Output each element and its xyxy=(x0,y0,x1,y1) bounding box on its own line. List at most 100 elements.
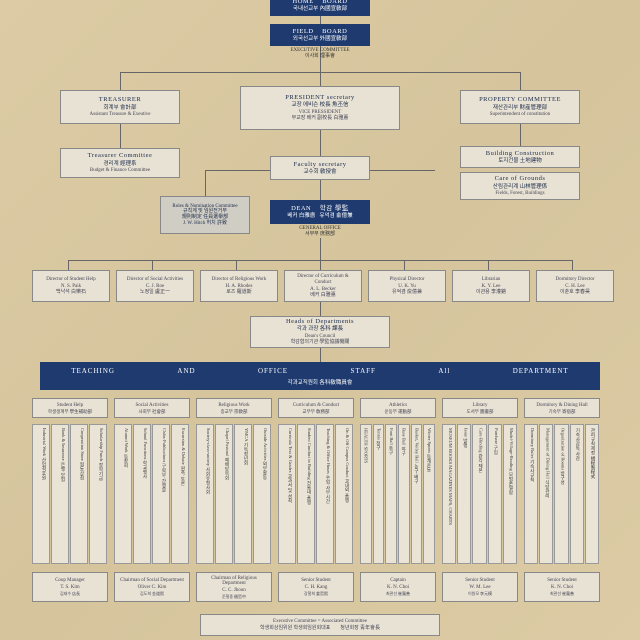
vertical-item: YMCA 기독청년회 xyxy=(234,424,252,564)
vertical-item: School Functions 학교행사 xyxy=(133,424,151,564)
treasurer: TREASURER 회계부 會計部 Assistant Treasure & E… xyxy=(60,90,180,124)
t: VICE PRESSIDENT xyxy=(245,110,395,116)
vertical-item: Scholarship Funds 장학기금 xyxy=(89,424,107,564)
vertical-item: Issue 발행 xyxy=(457,424,471,564)
t: 유억겸 兪億兼 xyxy=(320,213,353,219)
t: 학감협의기관 學監協議機關 xyxy=(255,340,385,346)
dept-head-box: Library도서부 圖書部 xyxy=(442,398,518,418)
line xyxy=(152,260,153,270)
roles-committee: Roles & Nomination Committee 규칙계 및 임원전거부… xyxy=(160,196,250,234)
line xyxy=(120,124,121,148)
t: Faculty secretary xyxy=(275,161,365,168)
vertical-item: Base Ball 야구 xyxy=(398,424,410,564)
t: 회계부 會計部 xyxy=(65,105,175,111)
t: 교수회 敎授會 xyxy=(275,169,365,175)
dean: DEAN 학감 學監 베커 白雅悳 유억겸 兪億兼 xyxy=(270,200,370,224)
t: Fields, Forest, Buildings xyxy=(465,191,575,197)
t: 각과 과장 各科 課長 xyxy=(255,326,385,332)
vertical-item: Outside Activities 외부활동 xyxy=(253,424,271,564)
vertical-item: Teaching & Office Hours 수업·사무시간 xyxy=(316,424,334,564)
bar-words: TEACHING AND OFFICE STAFF All DEPARTMENT xyxy=(40,367,600,375)
t: 국내선교부 內國宣敎部 xyxy=(274,6,366,12)
vertical-item: 관리규칙제정 規程製程式 xyxy=(585,424,599,564)
t: TEACHING xyxy=(71,367,115,375)
manager-box: Senior StudentC. H. Kang강철희 姜哲熙 xyxy=(278,572,354,602)
building: Building Construction 토지건물 土地建物 xyxy=(460,146,580,168)
vertical-item: Organization of Rooms 방구성 xyxy=(554,424,568,564)
bottom-note: Executive Committee = Associated Committ… xyxy=(200,614,440,636)
t: 산림관리계 山林管理係 xyxy=(465,184,575,190)
t: 경리계 經理系 xyxy=(65,161,175,167)
grounds: Care of Grounds 산림관리계 山林管理係 Fields, Fore… xyxy=(460,172,580,200)
line xyxy=(320,260,321,270)
director-box: LibrarianK. Y. Lee이관용 李灌鎔 xyxy=(452,270,530,302)
director-box: Director of Social ActivitiesC. J. Roe노정… xyxy=(116,270,194,302)
treasurer-committee: Treasurer Committee 경리계 經理系 Budget & Fin… xyxy=(60,148,180,178)
heads-departments: Heads of Departments 각과 과장 各科 課長 Dean's … xyxy=(250,316,390,348)
t: Treasurer Committee xyxy=(65,152,175,159)
t: PRESIDENT secretary xyxy=(245,94,395,101)
dept-head-box: Religious Work종교부 宗敎部 xyxy=(196,398,272,418)
t: 학감 學監 xyxy=(320,205,349,212)
property: PROPERTY COMMITTEE 재산관리부 財産管理部 Superinte… xyxy=(460,90,580,124)
manager-box: Chairman of Social DepartmentOliver C. K… xyxy=(114,572,190,602)
t: 교장 에비슨 校長 魚丕信 xyxy=(245,102,395,108)
t: All xyxy=(438,367,450,375)
t: Care of Grounds xyxy=(465,175,575,182)
vertical-item: Care·Binding 관리 제본 xyxy=(472,424,486,564)
director-box: Director of Curriculum & ConductA. L. Be… xyxy=(284,270,362,302)
director-box: Dormitory DirectorC. H. Lee이춘호 李春昊 xyxy=(536,270,614,302)
t: 학생회상임위원 학생회임원회대표 청년회장 靑年會長 xyxy=(205,626,435,632)
t: Budget & Finance Committee xyxy=(65,168,175,174)
t: FIELD xyxy=(293,28,314,35)
line xyxy=(236,260,237,270)
manager-box: Senior StudentW. M. Lee이원모 李元模 xyxy=(442,572,518,602)
vertical-item: Society-class-society 사회유형사회 xyxy=(196,424,214,564)
org-chart-canvas: { "colors":{"bg":"#d9c9a3","boxBg":"#e8e… xyxy=(0,0,640,640)
vertical-item: Model-Village-Reading 모범촌열람 xyxy=(503,424,517,564)
line xyxy=(488,260,489,270)
line xyxy=(320,180,321,200)
t: 베커 白雅悳 xyxy=(287,213,315,219)
line xyxy=(520,72,521,90)
field-board: FIELD BOARD 외국선교부 外國宣敎部 xyxy=(270,24,370,46)
t: 재산관리부 財産管理部 xyxy=(465,105,575,111)
vertical-item: Bank & Insurance 은행·보험 xyxy=(51,424,69,564)
vertical-item: Dormitory Rules 기숙사규칙 xyxy=(524,424,538,564)
president: PRESIDENT secretary 교장 에비슨 校長 魚丕信 VICE P… xyxy=(240,86,400,130)
line xyxy=(520,124,521,148)
t: BOARD xyxy=(322,0,347,5)
vertical-item: Student Conduct in Building 건물내 품행 xyxy=(297,424,315,564)
t: 부교장 베커 副校長 白雅悳 xyxy=(245,116,395,122)
exec-committee: EXECUTIVE COMMITTEE 이사회 理事會 xyxy=(270,48,370,59)
line xyxy=(404,260,405,270)
vertical-item: Winter Sports 동계운동 xyxy=(423,424,435,564)
vertical-item: Chapel Pastoral 예배당목회 xyxy=(215,424,233,564)
t: 토지건물 土地建物 xyxy=(465,158,575,164)
line xyxy=(320,302,321,316)
vertical-item: Foot Ball 축구 xyxy=(385,424,397,564)
t: AND xyxy=(177,367,195,375)
line xyxy=(572,260,573,270)
vertical-item: Curricula Text & Grades 교과서 및 성적 xyxy=(278,424,296,564)
t: J. W. Hitch 허치 許致 xyxy=(165,221,245,227)
line xyxy=(320,130,321,156)
dept-head-box: Dormitory & Dining Hall기숙부 寄宿部 xyxy=(524,398,600,418)
vertical-item: Tennis 정구 xyxy=(373,424,385,564)
teaching-bar: TEACHING AND OFFICE STAFF All DEPARTMENT… xyxy=(40,362,600,390)
line xyxy=(320,348,321,362)
vertical-item: Industrial Work 산업적후원 xyxy=(32,424,50,564)
t: 서무부 庶務部 xyxy=(270,232,370,238)
manager-box: Chairman of Religious DepartmentC. C. Jh… xyxy=(196,572,272,602)
t: DEAN xyxy=(291,205,311,212)
t: HOME xyxy=(293,0,314,5)
t: Building Construction xyxy=(465,150,575,157)
t: DEPARTMENT xyxy=(513,367,569,375)
vertical-item: On & Off Campus Conduct 교내외 품행 xyxy=(335,424,353,564)
dept-head-box: Athletics운동부 運動部 xyxy=(360,398,436,418)
vertical-item: MUSEUM BOOKS MAGAZINES MAPS, CHARTS xyxy=(442,424,456,564)
vertical-item: Cooperation Store 협동상점 xyxy=(70,424,88,564)
dept-head-box: Curriculum & Conduct교무부 敎務部 xyxy=(278,398,354,418)
vertical-item: Management of Dining Hall 식당관리 xyxy=(539,424,553,564)
line xyxy=(120,72,121,90)
